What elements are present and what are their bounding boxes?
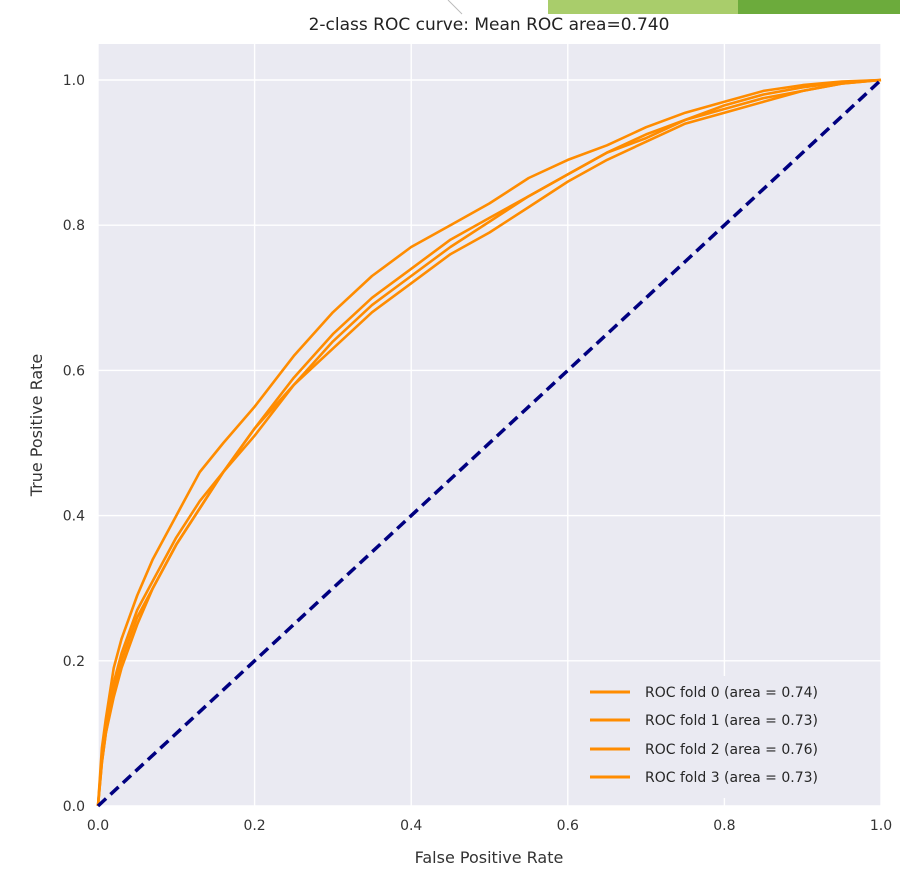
x-tick-label: 0.0 [87, 818, 109, 834]
x-tick-label: 0.6 [557, 818, 579, 834]
roc-series-lines [96, 78, 882, 807]
x-tick-label: 1.0 [870, 818, 892, 834]
roc-fold-0-line [96, 78, 882, 807]
slide-decoration-band-left [548, 0, 738, 14]
x-tick-label: 0.2 [243, 818, 265, 834]
legend: ROC fold 0 (area = 0.74) ROC fold 1 (are… [585, 676, 875, 798]
slide-decoration-band-right [738, 0, 900, 14]
legend-entry-1: ROC fold 1 (area = 0.73) [645, 713, 818, 729]
y-tick-label: 0.0 [63, 799, 85, 815]
y-tick-label: 0.4 [63, 509, 85, 525]
slide-decoration-line [447, 0, 463, 15]
legend-entry-2: ROC fold 2 (area = 0.76) [645, 742, 818, 758]
roc-fold-3-line [96, 78, 882, 807]
roc-fold-1-line [96, 78, 882, 807]
chance-diagonal-line [96, 78, 883, 808]
x-axis-label: False Positive Rate [415, 848, 564, 867]
legend-entry-0: ROC fold 0 (area = 0.74) [645, 685, 818, 701]
x-tick-labels: 0.0 0.2 0.4 0.6 0.8 1.0 [87, 818, 892, 834]
legend-entry-3: ROC fold 3 (area = 0.73) [645, 770, 818, 786]
y-tick-label: 0.2 [63, 654, 85, 670]
x-tick-label: 0.4 [400, 818, 422, 834]
y-tick-labels: 0.0 0.2 0.4 0.6 0.8 1.0 [63, 73, 85, 815]
y-axis-label: True Positive Rate [27, 354, 46, 498]
y-tick-label: 1.0 [63, 73, 85, 89]
y-tick-label: 0.8 [63, 218, 85, 234]
roc-fold-2-line [96, 78, 882, 807]
legend-box [585, 676, 875, 798]
y-tick-label: 0.6 [63, 363, 85, 379]
chart-title: 2-class ROC curve: Mean ROC area=0.740 [309, 15, 670, 35]
x-tick-label: 0.8 [713, 818, 735, 834]
